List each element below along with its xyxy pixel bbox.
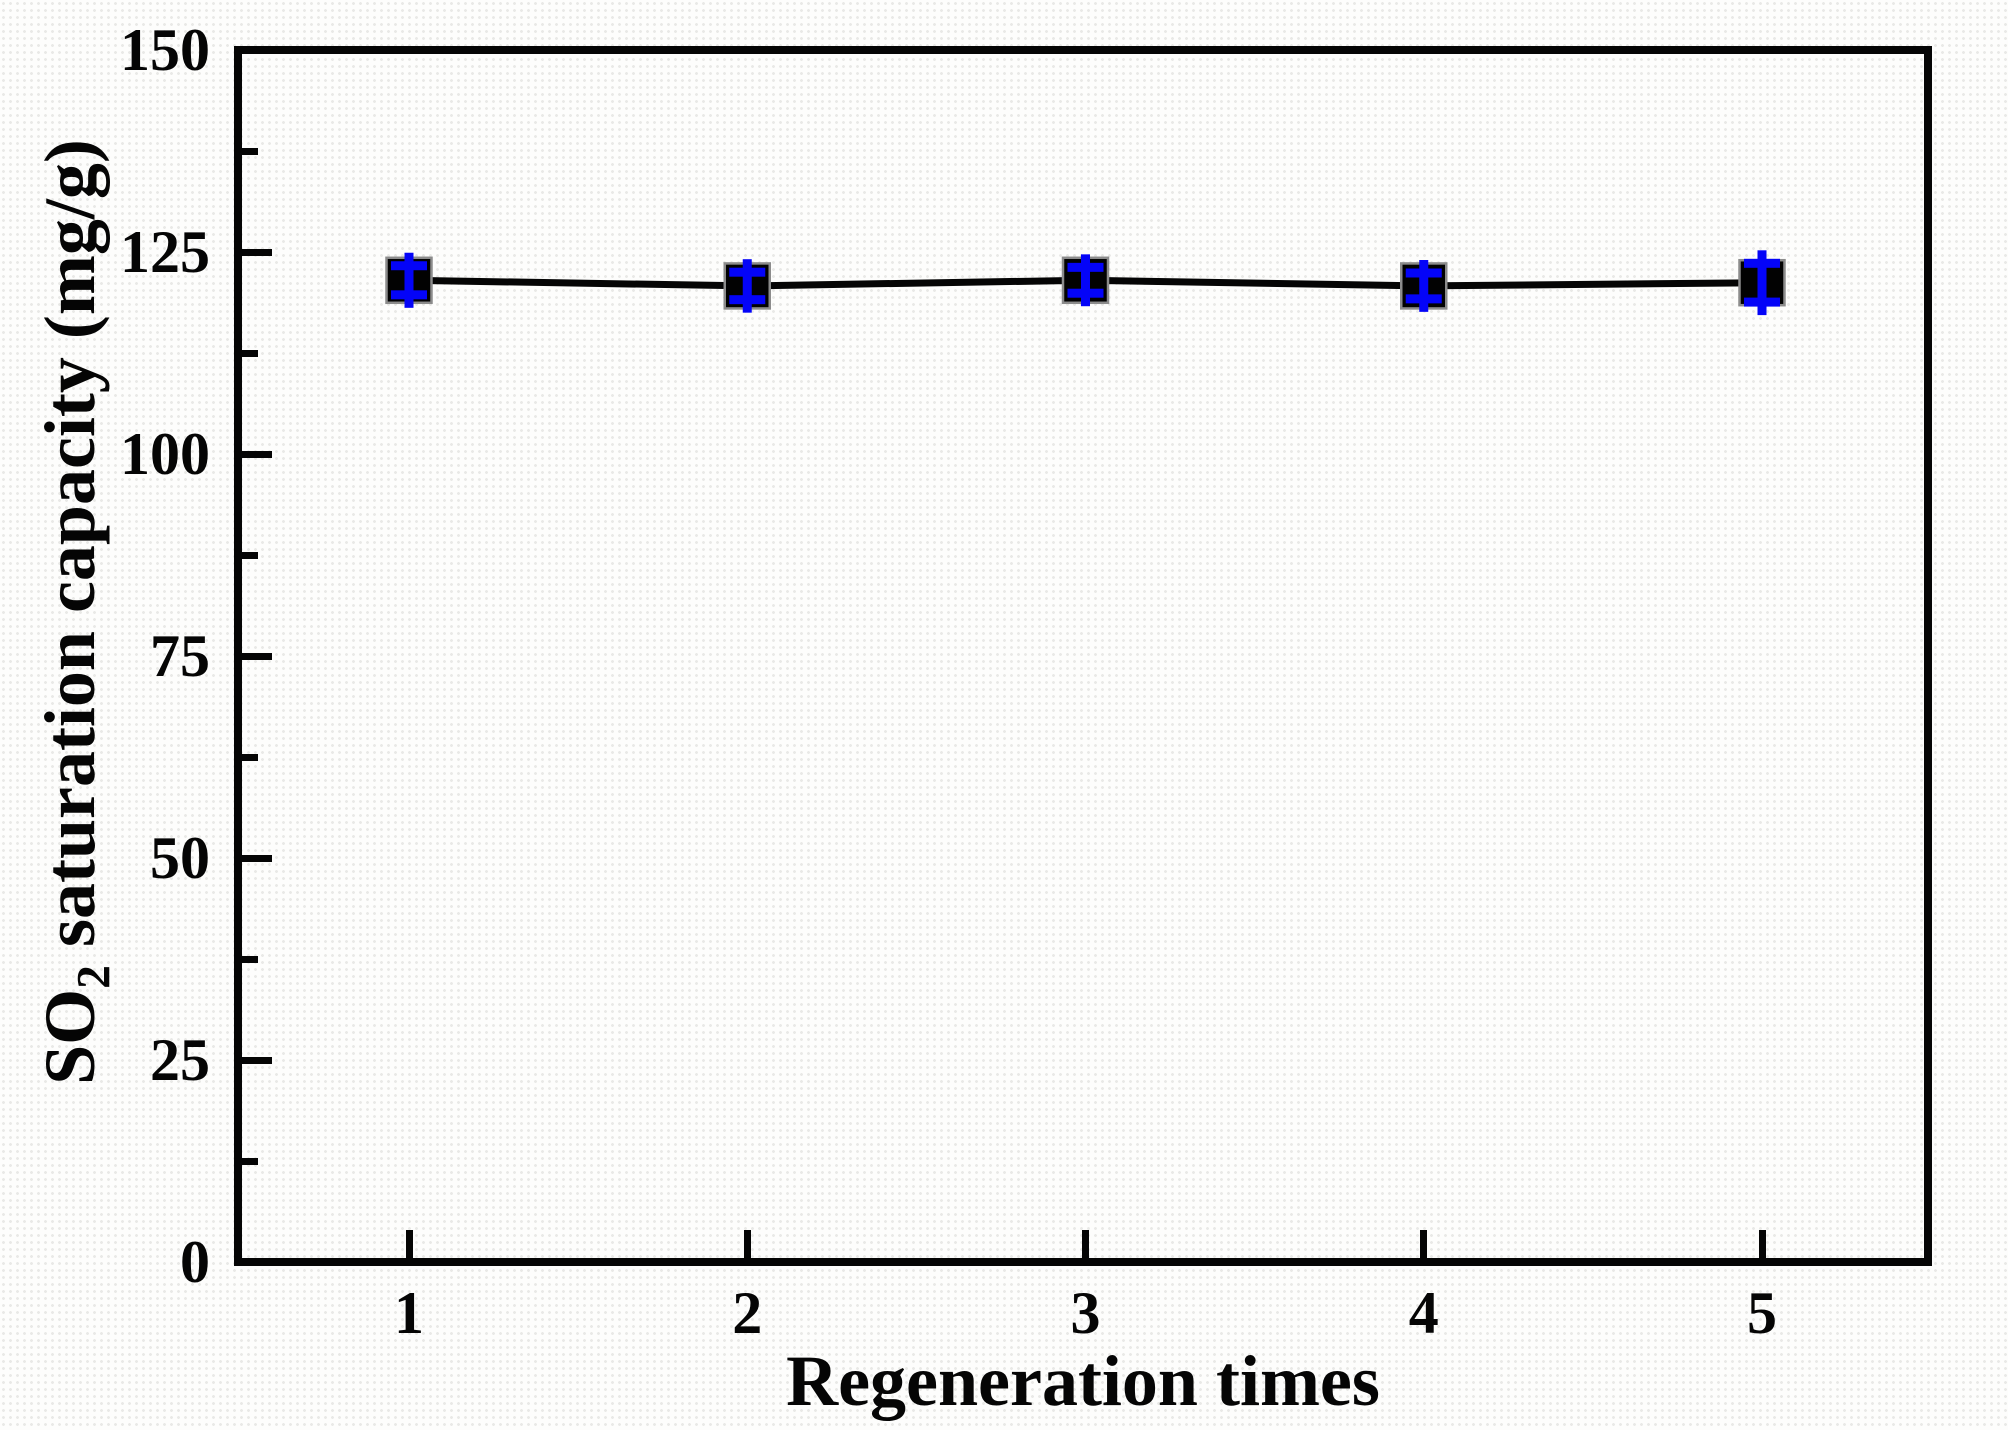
y-axis-title-prefix: SO	[30, 988, 110, 1085]
y-tick-label-100: 100	[120, 421, 210, 487]
y-tick-label-75: 75	[150, 623, 210, 689]
error-bar-cap-top	[729, 267, 766, 277]
y-tick-label-0: 0	[180, 1229, 210, 1295]
y-tick-label-150: 150	[120, 17, 210, 83]
plot-area	[234, 46, 1932, 1266]
y-major-tick	[242, 1056, 272, 1064]
y-major-tick	[242, 450, 272, 458]
error-bar-stem	[1419, 260, 1429, 312]
y-axis-title-subscript: 2	[68, 965, 121, 989]
error-bar-stem	[1757, 250, 1767, 316]
error-bar-stem	[1081, 254, 1090, 307]
x-tick-label-1: 1	[394, 1280, 424, 1346]
error-bar-stem	[742, 259, 752, 313]
x-major-tick	[1420, 1230, 1428, 1258]
x-major-tick	[1758, 1230, 1766, 1258]
error-bar-cap-bottom	[729, 295, 766, 305]
y-minor-tick	[242, 551, 258, 559]
y-minor-tick	[242, 147, 258, 155]
y-axis-title-suffix: saturation capacity (mg/g)	[30, 139, 110, 966]
y-minor-tick	[242, 753, 258, 761]
y-minor-tick	[242, 1157, 258, 1165]
x-major-tick	[405, 1230, 413, 1258]
y-major-tick	[242, 652, 272, 660]
error-bar-cap-top	[1067, 262, 1104, 272]
y-tick-label-125: 125	[120, 219, 210, 285]
x-major-tick	[743, 1230, 751, 1258]
y-major-tick	[242, 854, 272, 862]
y-tick-label-50: 50	[150, 825, 210, 891]
x-axis-title: Regeneration times	[786, 1341, 1380, 1421]
error-bar-cap-bottom	[1067, 288, 1104, 298]
y-tick-label-25: 25	[150, 1027, 210, 1093]
x-tick-label-3: 3	[1070, 1280, 1101, 1346]
error-bar-cap-top	[391, 261, 427, 271]
x-tick-label-2: 2	[732, 1280, 763, 1346]
error-bar-cap-bottom	[1744, 297, 1780, 307]
y-minor-tick	[242, 955, 258, 963]
x-tick-label-5: 5	[1747, 1280, 1777, 1346]
y-axis-title: SO2 saturation capacity (mg/g)	[20, 0, 120, 1262]
y-minor-tick	[242, 349, 258, 357]
error-bar-cap-bottom	[1405, 294, 1442, 304]
y-major-tick	[242, 248, 272, 256]
x-major-tick	[1082, 1230, 1089, 1258]
error-bar-stem	[404, 252, 414, 308]
error-bar-cap-top	[1744, 258, 1780, 268]
error-bar-cap-bottom	[391, 290, 427, 300]
data-series-plot	[385, 250, 1786, 316]
x-tick-label-4: 4	[1408, 1280, 1439, 1346]
error-bar-cap-top	[1405, 268, 1442, 278]
